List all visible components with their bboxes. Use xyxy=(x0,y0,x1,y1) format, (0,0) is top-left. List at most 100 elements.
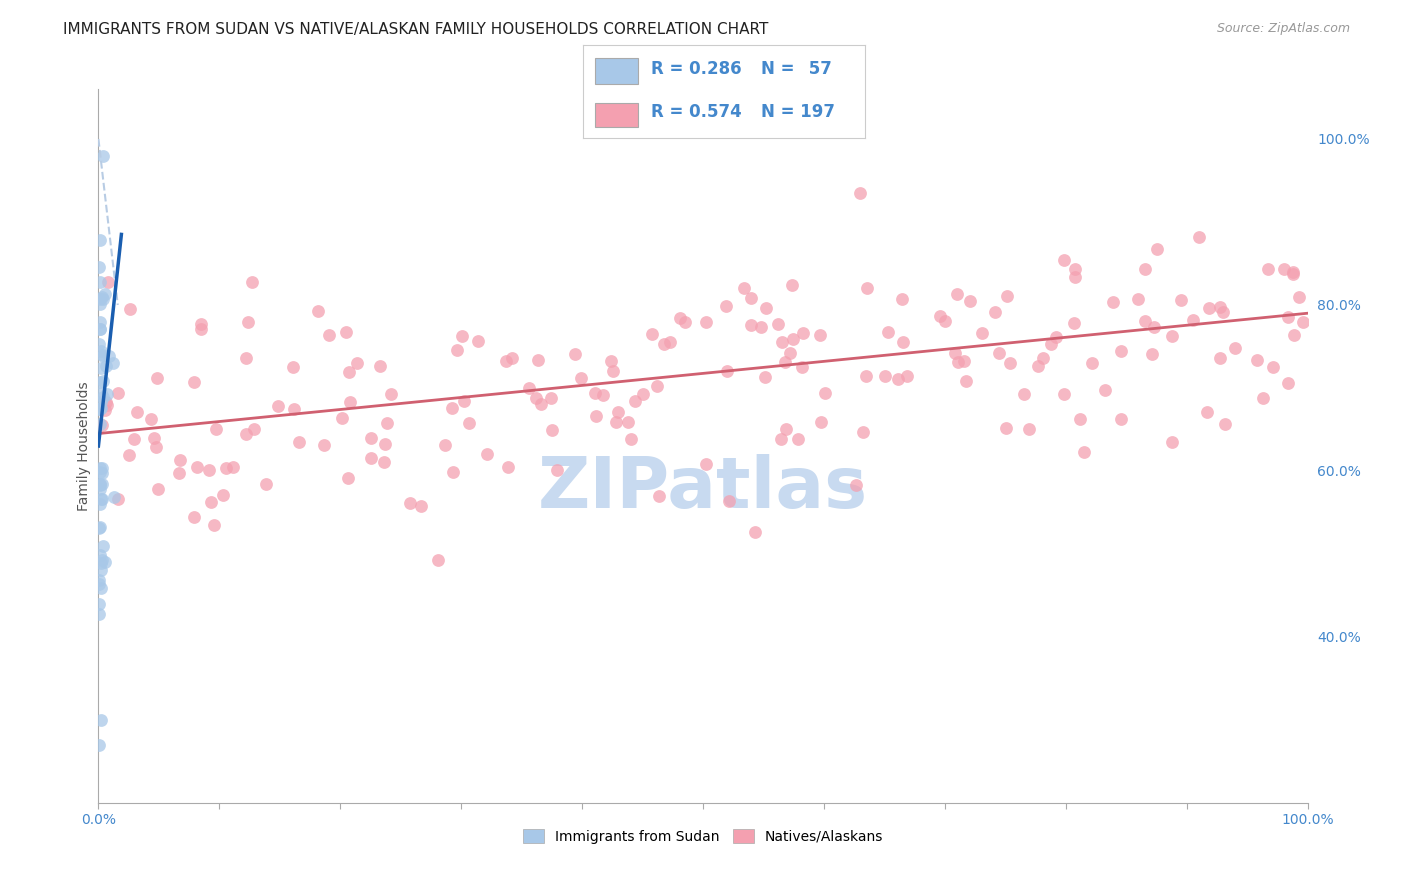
Point xyxy=(1111,343,1133,358)
Point xyxy=(856,281,879,295)
Point xyxy=(127,405,149,419)
Point xyxy=(89,477,111,491)
Point xyxy=(97,349,120,363)
Point xyxy=(770,335,793,350)
Point xyxy=(91,148,114,162)
Point xyxy=(89,322,111,336)
Point xyxy=(87,607,110,621)
Point xyxy=(91,539,114,553)
Point xyxy=(368,359,391,373)
Point xyxy=(411,500,433,514)
Point xyxy=(1195,404,1218,418)
Point xyxy=(527,352,550,367)
Point xyxy=(91,349,114,363)
Point xyxy=(1284,328,1306,343)
Point xyxy=(339,394,361,409)
Text: N = 197: N = 197 xyxy=(761,103,835,121)
Point xyxy=(1282,265,1305,279)
Point xyxy=(453,393,475,408)
Point xyxy=(90,386,112,401)
Point xyxy=(458,416,481,430)
Point xyxy=(1209,351,1232,365)
Point xyxy=(96,387,118,401)
Point xyxy=(718,494,741,508)
Point xyxy=(569,371,592,385)
Point xyxy=(89,297,111,311)
Point xyxy=(90,582,112,596)
Point xyxy=(89,233,111,247)
Point xyxy=(107,492,129,507)
Point xyxy=(89,292,111,306)
Point xyxy=(659,335,682,350)
Point xyxy=(695,315,717,329)
Point xyxy=(716,364,738,378)
Point xyxy=(183,510,205,524)
Point xyxy=(669,311,692,326)
Point xyxy=(235,351,257,365)
Point xyxy=(94,287,117,301)
Point xyxy=(200,495,222,509)
Point xyxy=(755,301,778,315)
Point xyxy=(238,315,260,329)
Point xyxy=(91,552,114,566)
Point xyxy=(496,459,519,474)
Point xyxy=(617,415,640,429)
Point xyxy=(1272,262,1295,277)
FancyBboxPatch shape xyxy=(595,58,638,84)
Point xyxy=(373,437,395,451)
Point xyxy=(89,497,111,511)
Point xyxy=(640,327,662,342)
Point xyxy=(94,555,117,569)
Point xyxy=(792,360,814,375)
Point xyxy=(89,478,111,492)
Point xyxy=(1053,387,1076,401)
Point xyxy=(90,360,112,375)
Point xyxy=(1063,316,1085,330)
Point xyxy=(433,438,456,452)
Point xyxy=(235,427,257,442)
Point xyxy=(336,471,359,485)
Point xyxy=(1161,434,1184,449)
Point xyxy=(1109,412,1132,426)
Point xyxy=(1251,391,1274,405)
Point xyxy=(267,399,290,413)
Point xyxy=(307,303,329,318)
Point xyxy=(89,461,111,475)
Text: Source: ZipAtlas.com: Source: ZipAtlas.com xyxy=(1216,22,1350,36)
Point xyxy=(346,356,368,370)
Point xyxy=(89,314,111,328)
Text: R = 0.574: R = 0.574 xyxy=(651,103,742,121)
Text: 57: 57 xyxy=(803,60,832,78)
Point xyxy=(243,422,266,436)
Point xyxy=(1282,268,1305,282)
Point xyxy=(1102,295,1125,310)
Point xyxy=(467,334,489,348)
Point xyxy=(90,467,112,481)
Point xyxy=(222,460,245,475)
Point xyxy=(1064,270,1087,285)
Point xyxy=(167,466,190,480)
Point xyxy=(314,438,336,452)
Text: ZIPatlas: ZIPatlas xyxy=(538,454,868,524)
Point xyxy=(623,394,645,409)
Point xyxy=(90,563,112,577)
Point xyxy=(852,425,875,440)
Point xyxy=(652,336,675,351)
Point xyxy=(695,457,717,471)
Point xyxy=(120,302,142,317)
Point xyxy=(1257,262,1279,277)
Point xyxy=(607,405,630,419)
Point xyxy=(1187,230,1209,244)
Point xyxy=(787,432,810,446)
Point xyxy=(1094,383,1116,397)
Point xyxy=(283,402,305,417)
Point xyxy=(769,432,792,446)
Point xyxy=(380,386,402,401)
Point xyxy=(896,369,918,384)
Point xyxy=(475,447,498,461)
Point xyxy=(541,423,564,437)
Point xyxy=(107,386,129,401)
Point xyxy=(441,401,464,416)
Point xyxy=(89,738,111,752)
Point xyxy=(89,417,111,432)
